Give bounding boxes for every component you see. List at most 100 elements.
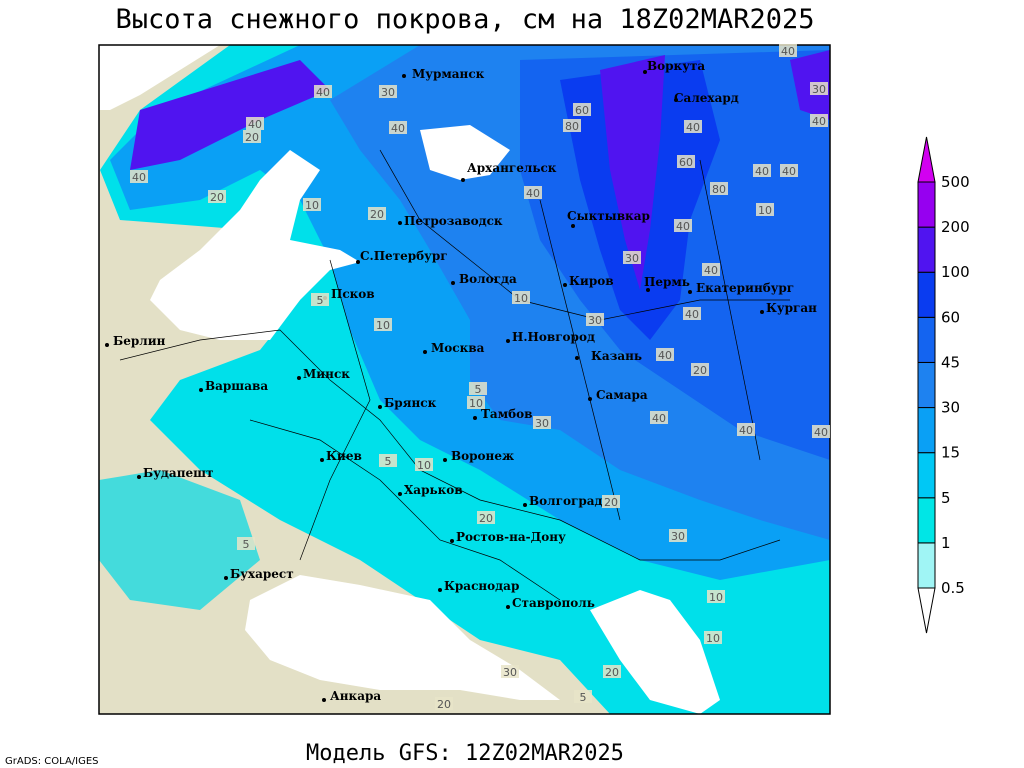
contour-label-box	[812, 425, 830, 438]
city-label: Воронеж	[451, 449, 514, 463]
city-label: Мурманск	[412, 67, 485, 81]
city-dot	[320, 458, 324, 462]
contour-label: 20	[693, 364, 707, 377]
legend-label: 0.5	[941, 579, 965, 597]
city-label: Архангельск	[467, 161, 557, 175]
city-dot	[451, 281, 455, 285]
city-label: Салехард	[674, 91, 739, 105]
city-dot	[105, 343, 109, 347]
city-label: Н.Новгород	[512, 330, 595, 344]
city-dot	[443, 458, 447, 462]
map-frame	[98, 44, 831, 715]
legend-label: 15	[941, 444, 960, 462]
legend-swatch	[917, 271, 936, 318]
contour-label-box	[623, 251, 641, 264]
contour-label: 5	[317, 294, 324, 307]
contour-label-box	[753, 164, 771, 177]
city-label: Минск	[303, 367, 350, 381]
contour-label-box	[780, 164, 798, 177]
contour-label: 20	[605, 666, 619, 679]
contour-label: 5	[475, 383, 482, 396]
city-dot	[199, 388, 203, 392]
contour-label: 10	[514, 292, 528, 305]
city-dot	[643, 70, 647, 74]
contour-label-box	[683, 307, 701, 320]
city-dot	[563, 283, 567, 287]
contour-label: 40	[652, 412, 666, 425]
contour-label-box	[650, 411, 668, 424]
contour-label-box	[602, 495, 620, 508]
city-dot	[224, 576, 228, 580]
contour-label-box	[810, 114, 828, 127]
contour-label-box	[368, 207, 386, 220]
legend-swatch	[917, 452, 936, 499]
contour-label: 30	[812, 83, 826, 96]
contour-label: 20	[210, 191, 224, 204]
city-dot	[575, 356, 579, 360]
legend-swatch	[917, 542, 936, 589]
city-label: Брянск	[384, 396, 437, 410]
contour-label-box	[208, 190, 226, 203]
city-label: Петрозаводск	[404, 214, 503, 228]
contour-label-box	[669, 529, 687, 542]
contour-label-box	[710, 182, 728, 195]
city-label: Курган	[766, 301, 817, 315]
city-dot	[571, 224, 575, 228]
map-title: Высота снежного покрова, см на 18Z02MAR2…	[116, 4, 815, 35]
city-dot	[378, 405, 382, 409]
legend-label: 60	[941, 308, 960, 326]
city-label: Варшава	[205, 379, 268, 393]
contour-label-box	[477, 511, 495, 524]
city-dot	[322, 698, 326, 702]
contour-label-box	[684, 120, 702, 133]
contour-label-box	[573, 103, 591, 116]
legend-label: 5	[941, 489, 951, 507]
legend-swatch	[917, 316, 936, 363]
contour-label: 20	[437, 698, 451, 711]
city-dot	[760, 310, 764, 314]
contour-label-box	[656, 348, 674, 361]
contour-label: 20	[604, 496, 618, 509]
city-label: Ростов-на-Дону	[456, 530, 566, 544]
contour-label-box	[303, 198, 321, 211]
contour-label: 40	[704, 264, 718, 277]
model-label: Модель GFS: 12Z02MAR2025	[306, 741, 624, 766]
city-label: Волгоград	[529, 494, 602, 508]
contour-label: 40	[782, 165, 796, 178]
contour-label-box	[533, 416, 551, 429]
contour-label-box	[243, 130, 261, 143]
city-dot	[137, 475, 141, 479]
contour-label: 20	[479, 512, 493, 525]
legend-swatch	[917, 181, 936, 228]
city-dot	[402, 74, 406, 78]
contour-label: 30	[671, 530, 685, 543]
city-label: Казань	[591, 349, 642, 363]
legend-swatch	[917, 361, 936, 409]
contour-label: 20	[370, 208, 384, 221]
city-label: Москва	[431, 341, 485, 355]
contour-label: 5	[243, 538, 250, 551]
contour-label-box	[737, 423, 755, 436]
city-dot	[423, 350, 427, 354]
contour-label: 30	[535, 417, 549, 430]
contour-label: 10	[709, 591, 723, 604]
contour-label-box	[779, 44, 797, 57]
contour-label: 40	[686, 121, 700, 134]
legend-label: 1	[941, 534, 951, 552]
city-dot	[506, 605, 510, 609]
city-dot	[450, 539, 454, 543]
city-dot	[461, 178, 465, 182]
city-dot	[438, 588, 442, 592]
city-dot	[473, 416, 477, 420]
contour-label-box	[574, 690, 592, 703]
city-label: С.Петербург	[360, 249, 448, 263]
city-dot	[674, 98, 678, 102]
contour-label-box	[512, 291, 530, 304]
contour-label: 40	[812, 115, 826, 128]
legend-swatch	[917, 587, 936, 634]
contour-label: 30	[381, 86, 395, 99]
city-label: Сыктывкар	[567, 209, 650, 223]
contour-label-box	[467, 396, 485, 409]
